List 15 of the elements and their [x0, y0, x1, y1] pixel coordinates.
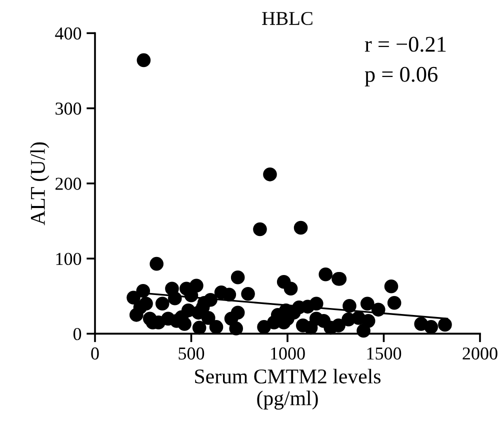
x-tick-label: 0	[91, 347, 99, 360]
y-tick-label: 0	[73, 328, 82, 340]
x-tick-label: 1000	[271, 347, 305, 360]
y-tick-label: 100	[56, 252, 82, 266]
y-tick-label: 300	[56, 102, 82, 115]
x-tick-label: 500	[178, 347, 204, 360]
chart-title: HBLC	[262, 12, 312, 26]
y-tick-label: 400	[55, 27, 82, 40]
y-axis-title: ALT (U/l)	[30, 142, 50, 226]
annotation: r = −0.21	[364, 36, 446, 52]
x-tick-label: 1500	[367, 347, 402, 360]
x-tick-label: 2000	[462, 347, 498, 360]
annotation: p = 0.06	[364, 66, 438, 86]
x-axis-title: Serum CMTM2 levels (pg/ml)	[195, 368, 380, 410]
y-tick-label: 200	[56, 178, 82, 190]
